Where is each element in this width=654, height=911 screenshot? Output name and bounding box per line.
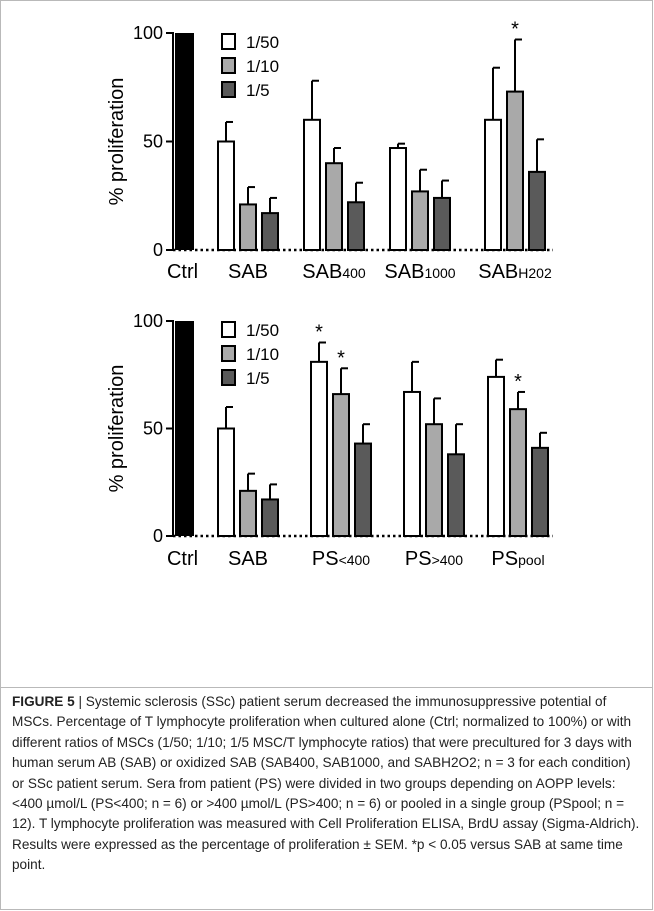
x-category-label-main: SAB <box>228 548 268 570</box>
legend-swatch <box>221 57 236 74</box>
bar-1-10-sab400 <box>325 162 343 251</box>
legend-swatch <box>221 81 236 98</box>
y-tick-label: 0 <box>153 240 163 260</box>
legend-label: 1/10 <box>246 345 279 364</box>
bar-1-5-sab1000 <box>433 196 451 251</box>
y-axis-title: % proliferation <box>106 78 128 206</box>
x-category-label: Ctrl <box>167 261 198 283</box>
bar-ctrl <box>175 321 194 536</box>
significance-star: * <box>337 347 345 369</box>
legend-swatch <box>221 321 236 338</box>
y-tick-label: 0 <box>153 526 163 546</box>
bar-1-5-ps400 <box>447 453 465 537</box>
significance-star: * <box>511 19 519 41</box>
y-tick-label: 50 <box>143 419 163 439</box>
x-category-label-sub: pool <box>518 552 544 568</box>
x-category-label-sub: >400 <box>432 552 464 568</box>
x-category-label-main: SAB <box>478 261 518 283</box>
bar-1-50-ps400 <box>310 360 328 537</box>
legend-label: 1/10 <box>246 57 279 76</box>
bar-1-5-ps400 <box>354 442 372 537</box>
x-category-label: Ctrl <box>167 548 198 570</box>
caption-text: | Systemic sclerosis (SSc) patient serum… <box>12 694 640 873</box>
x-category-label-main: PS <box>491 548 518 570</box>
y-axis-title: % proliferation <box>106 365 128 493</box>
bar-1-10-sab1000 <box>411 190 429 252</box>
x-category-label: SAB1000 <box>384 261 455 283</box>
bar-1-10-sab <box>239 203 257 251</box>
bar-1-50-sab <box>217 427 235 537</box>
bar-1-10-ps400 <box>332 393 350 537</box>
bar-1-10-ps400 <box>425 423 443 537</box>
bar-1-5-sab <box>261 212 279 251</box>
x-category-label: SAB <box>228 261 268 283</box>
x-category-label-sub: H202 <box>518 265 552 281</box>
legend-swatch <box>221 345 236 362</box>
bar-1-50-ps400 <box>403 390 421 537</box>
bar-1-50-sab <box>217 140 235 251</box>
bar-1-50-sab400 <box>303 118 321 251</box>
bar-1-5-sab400 <box>347 201 365 251</box>
y-tick-label: 50 <box>143 132 163 152</box>
x-category-label: SAB <box>228 548 268 570</box>
x-category-label: SAB400 <box>302 261 366 283</box>
y-tick-label: 100 <box>133 23 163 43</box>
legend-swatch <box>221 369 236 386</box>
bar-1-5-pspool <box>531 446 549 538</box>
x-category-label-main: PS <box>405 548 432 570</box>
caption-lead: FIGURE 5 <box>12 694 75 709</box>
x-category-label: PSpool <box>491 548 544 570</box>
x-category-label-main: SAB <box>384 261 424 283</box>
significance-star: * <box>514 371 522 393</box>
legend-label: 1/50 <box>246 321 279 340</box>
x-category-label: SABH202 <box>478 261 552 283</box>
significance-star: * <box>315 322 323 344</box>
bar-1-5-sabh202 <box>528 170 546 252</box>
caption-divider <box>0 687 653 688</box>
legend-label: 1/5 <box>246 81 270 100</box>
x-category-label: PS>400 <box>405 548 463 570</box>
x-category-label-main: SAB <box>228 261 268 283</box>
figure-caption: FIGURE 5 | Systemic sclerosis (SSc) pati… <box>12 692 646 876</box>
legend-swatch <box>221 33 236 50</box>
bar-1-10-sabh202 <box>506 90 524 251</box>
bar-1-10-pspool <box>509 408 527 537</box>
x-category-label-main: SAB <box>302 261 342 283</box>
x-category-label-main: Ctrl <box>167 548 198 570</box>
x-category-label: PS<400 <box>312 548 370 570</box>
bar-1-5-sab <box>261 498 279 537</box>
legend-label: 1/50 <box>246 33 279 52</box>
x-category-label-sub: <400 <box>339 552 371 568</box>
x-category-label-main: PS <box>312 548 339 570</box>
bar-1-50-pspool <box>487 375 505 538</box>
bar-ctrl <box>175 33 194 250</box>
legend-label: 1/5 <box>246 369 270 388</box>
x-category-label-sub: 1000 <box>424 265 455 281</box>
bar-1-50-sabh202 <box>484 118 502 251</box>
x-category-label-sub: 400 <box>342 265 366 281</box>
x-category-label-main: Ctrl <box>167 261 198 283</box>
bar-1-10-sab <box>239 489 257 538</box>
bar-1-50-sab1000 <box>389 147 407 251</box>
y-tick-label: 100 <box>133 312 163 331</box>
